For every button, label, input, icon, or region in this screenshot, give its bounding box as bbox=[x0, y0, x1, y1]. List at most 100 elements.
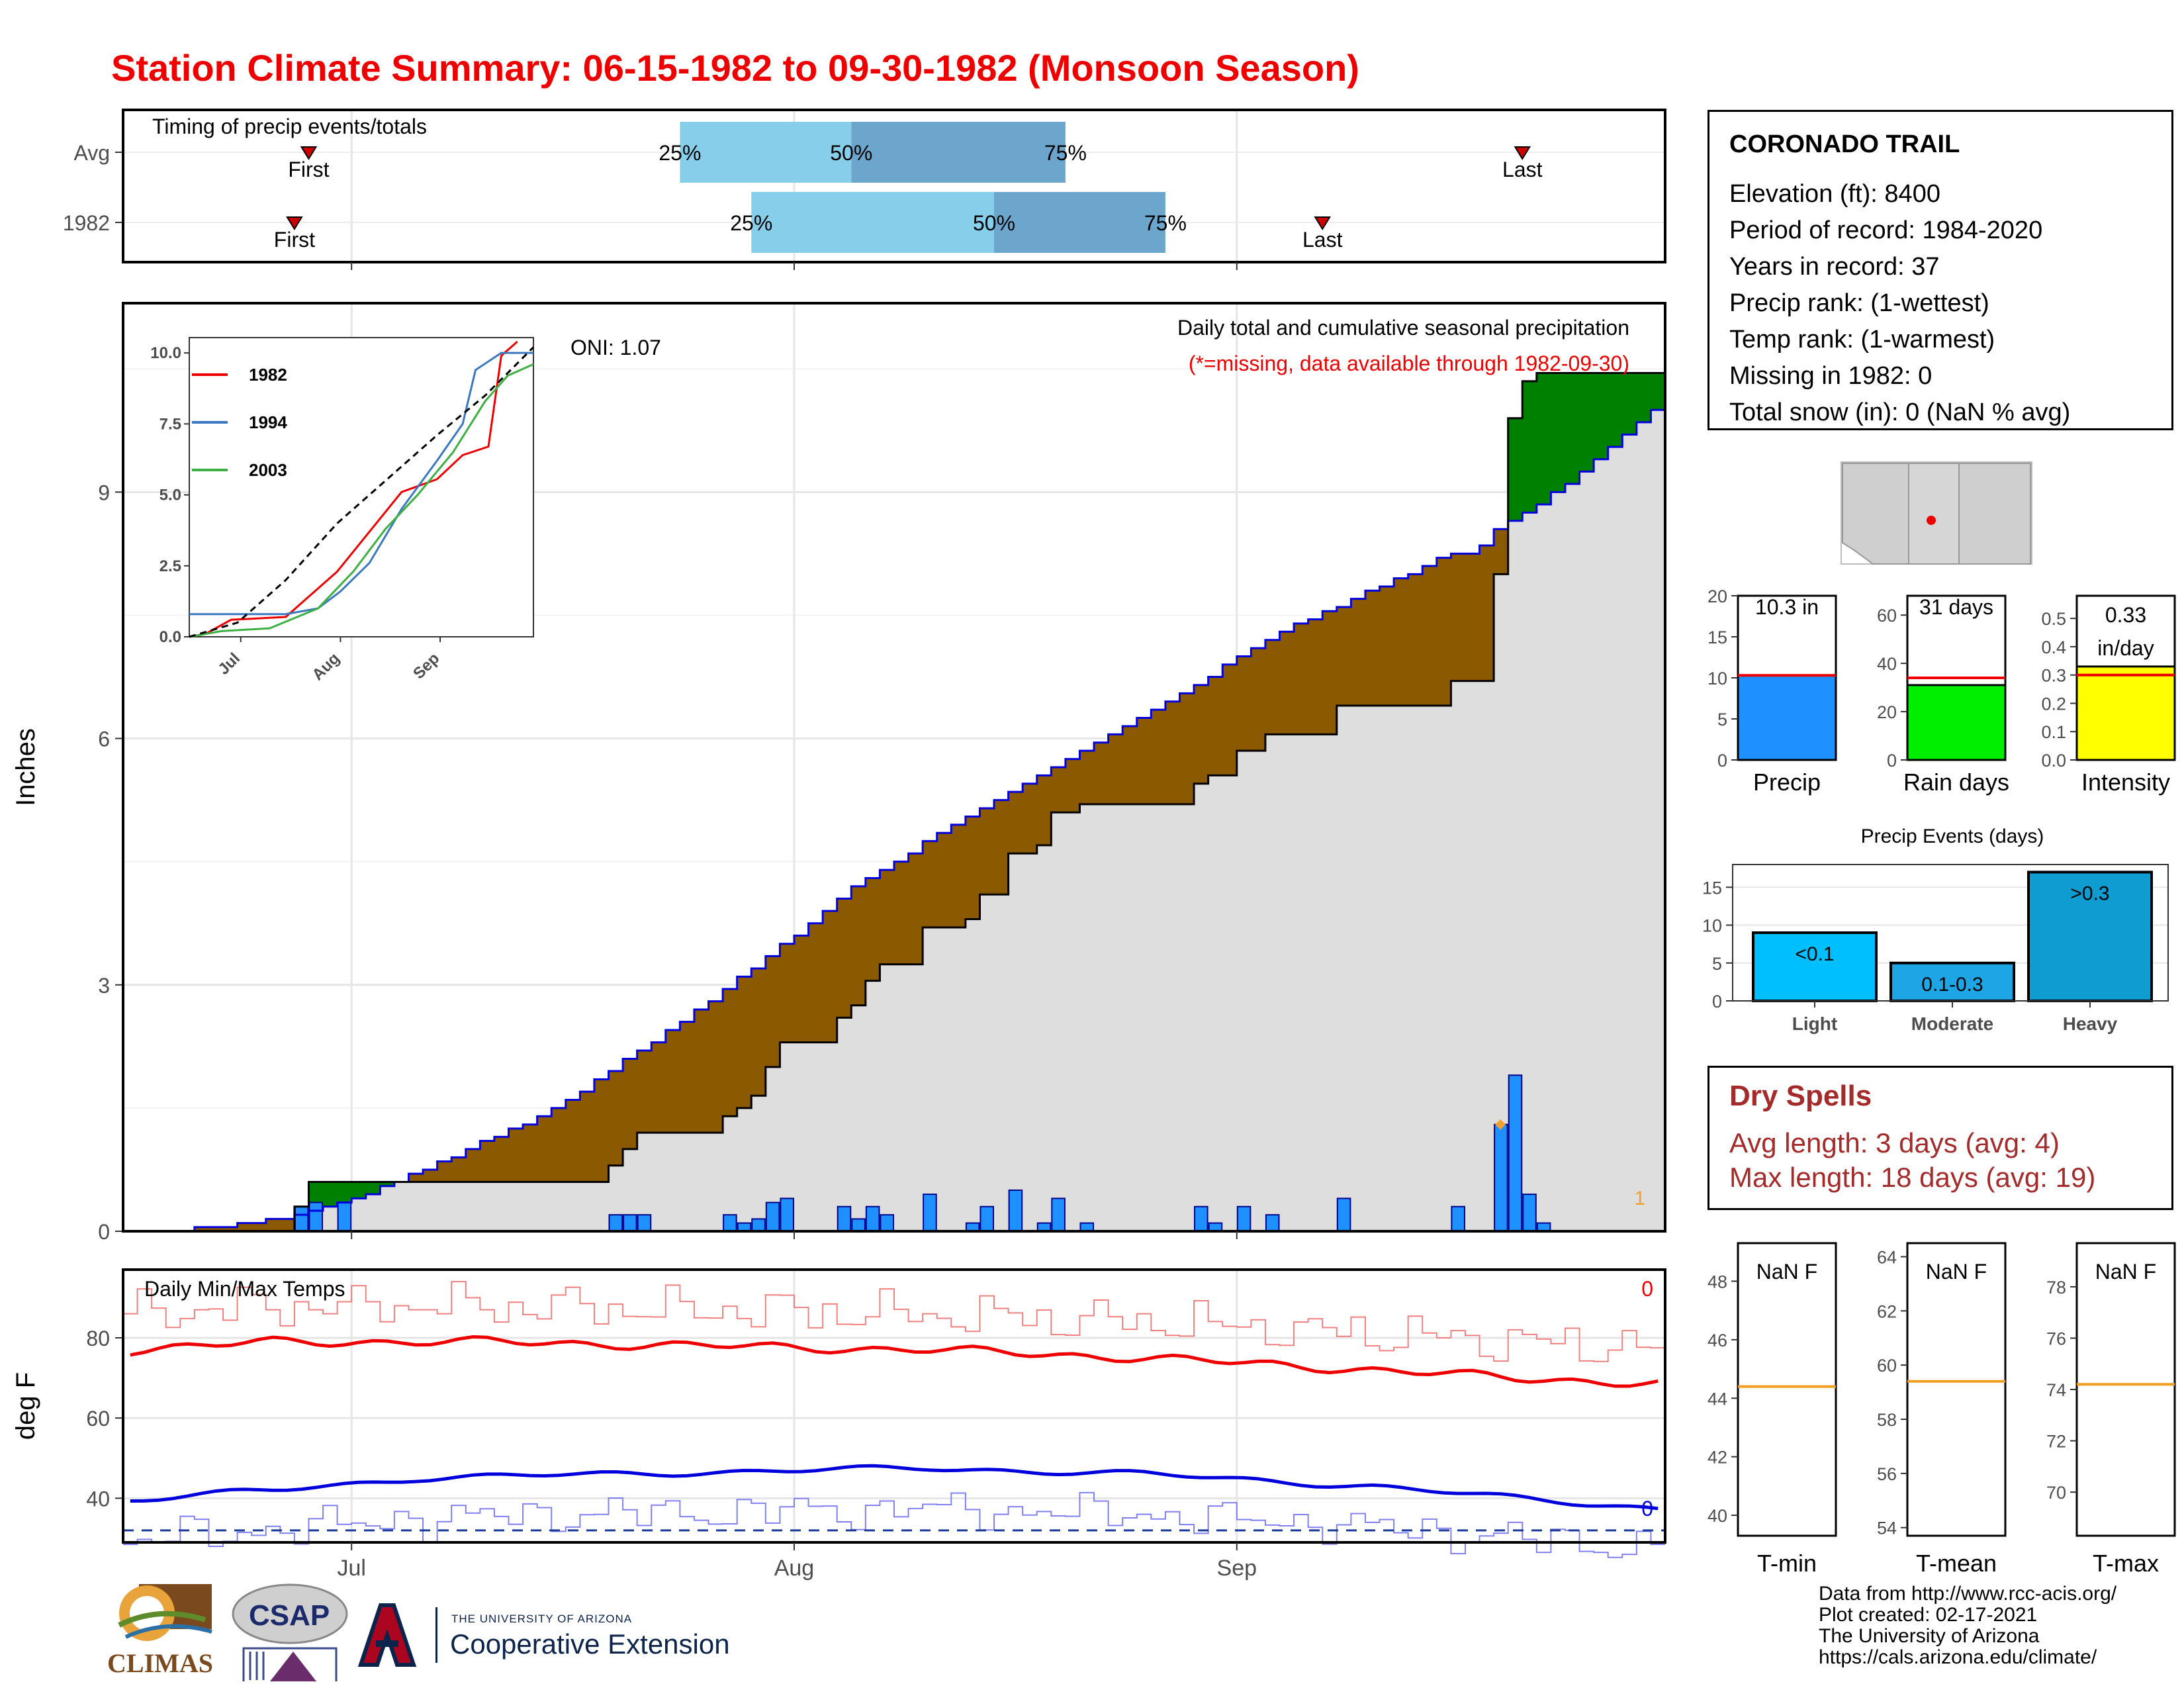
temp-box-value: NaN F bbox=[1756, 1260, 1817, 1284]
inset-series-avg bbox=[189, 346, 535, 638]
events-bar-light bbox=[1752, 931, 1878, 1002]
drier-than-avg-fill bbox=[1294, 623, 1309, 735]
daily-precip-bar bbox=[1194, 1205, 1208, 1233]
cumulative-base-area bbox=[123, 410, 1665, 1232]
credit-source: Data from http://www.rcc-acis.org/ bbox=[1819, 1583, 2117, 1605]
summary-value-text: 10.3 in bbox=[1755, 595, 1819, 619]
precip-ylabel: Inches bbox=[11, 728, 40, 806]
wetter-than-avg-fill bbox=[380, 1182, 395, 1186]
month-label: Jul bbox=[337, 1556, 365, 1581]
daily-tmin-line bbox=[123, 1491, 1665, 1558]
timing-first-marker bbox=[300, 146, 318, 160]
precip-ytick-label: 3 bbox=[98, 974, 110, 998]
wetter-than-avg-fill bbox=[1594, 373, 1609, 459]
inset-series-2003 bbox=[189, 363, 534, 638]
events-ytick-label: 10 bbox=[1702, 916, 1722, 936]
temp-panel-title: Daily Min/Max Temps bbox=[144, 1277, 345, 1301]
map-state-east bbox=[1958, 463, 2031, 565]
events-ytick-label: 0 bbox=[1712, 992, 1722, 1011]
drier-than-avg-fill bbox=[1094, 742, 1109, 804]
drier-than-avg-fill bbox=[508, 1128, 523, 1182]
daily-precip-bar bbox=[1265, 1214, 1280, 1232]
daily-tmax-line bbox=[123, 1281, 1665, 1362]
drier-than-avg-fill bbox=[1479, 545, 1494, 681]
summary-value-unit: in/day bbox=[2097, 636, 2154, 660]
temp-box-label: T-max bbox=[2093, 1550, 2159, 1577]
station-period: Period of record: 1984-2020 bbox=[1729, 216, 2043, 244]
temp-box-ytick-label: 64 bbox=[1877, 1247, 1897, 1267]
temp-box-t-min bbox=[1737, 1242, 1837, 1537]
drier-than-avg-fill bbox=[1208, 677, 1223, 776]
daily-precip-bar bbox=[865, 1205, 880, 1233]
temp-panel-border bbox=[122, 1268, 1666, 1544]
daily-precip-bar bbox=[751, 1218, 766, 1233]
drier-than-avg-fill bbox=[651, 1042, 666, 1133]
events-bar-moderate bbox=[1889, 961, 2015, 1003]
drier-than-avg-fill bbox=[1008, 792, 1023, 854]
map-state-arizona bbox=[1908, 463, 1960, 565]
wetter-than-avg-fill bbox=[323, 1182, 338, 1207]
timing-last-marker bbox=[1314, 216, 1332, 230]
events-ytick-label: 5 bbox=[1712, 954, 1722, 974]
drier-than-avg-fill bbox=[1422, 566, 1437, 706]
drier-than-avg-fill bbox=[1365, 590, 1381, 706]
summary-ytick-label: 0.5 bbox=[2041, 609, 2066, 629]
drier-than-avg-fill bbox=[1179, 693, 1195, 804]
wetter-than-avg-fill bbox=[1651, 373, 1666, 410]
temp-box-t-mean bbox=[1906, 1242, 2007, 1537]
drier-than-avg-fill bbox=[251, 1223, 267, 1231]
drier-than-avg-fill bbox=[623, 1058, 638, 1149]
drier-than-avg-fill bbox=[708, 1001, 723, 1133]
wetter-than-avg-fill bbox=[1608, 373, 1623, 447]
drier-than-avg-fill bbox=[280, 1219, 295, 1231]
drier-than-avg-fill bbox=[1322, 611, 1338, 735]
daily-precip-bar bbox=[1008, 1189, 1023, 1232]
station-info-box: CORONADO TRAIL Elevation (ft): 8400 Peri… bbox=[1707, 110, 2173, 430]
drier-than-avg-fill bbox=[608, 1071, 623, 1166]
daily-precip-bar bbox=[923, 1194, 937, 1232]
timing-first-label: First bbox=[288, 158, 329, 181]
inset-ytick-label: 2.5 bbox=[159, 557, 181, 575]
wetter-than-avg-fill bbox=[365, 1182, 381, 1195]
wetter-than-avg-fill bbox=[1536, 373, 1552, 504]
temp-box-t-max bbox=[2075, 1242, 2176, 1537]
drier-than-avg-fill bbox=[637, 1051, 652, 1133]
temp-box-ytick-label: 46 bbox=[1707, 1331, 1727, 1350]
summary-value-text: 0.33 bbox=[2105, 603, 2146, 627]
data-credits: Data from http://www.rcc-acis.org/ Plot … bbox=[1819, 1583, 2116, 1668]
temp-box-value: NaN F bbox=[2095, 1260, 2156, 1284]
inset-legend-label: 2003 bbox=[249, 460, 287, 480]
drier-than-avg-fill bbox=[494, 1137, 510, 1182]
timing-label-50: 50% bbox=[973, 211, 1015, 235]
timing-last-label: Last bbox=[1502, 158, 1543, 181]
drier-than-avg-fill bbox=[1108, 734, 1123, 804]
wetter-than-avg-fill bbox=[1551, 373, 1566, 492]
drier-than-avg-fill bbox=[908, 853, 923, 964]
daily-precip-bar bbox=[979, 1205, 995, 1233]
station-precip-rank: Precip rank: (1-wettest) bbox=[1729, 289, 1989, 317]
temp-box-ytick-label: 76 bbox=[2046, 1329, 2066, 1348]
record-day-marker bbox=[1495, 1119, 1506, 1130]
events-category-label: Heavy bbox=[2063, 1013, 2118, 1034]
inset-ytick-label: 7.5 bbox=[159, 415, 181, 433]
events-bar-label: <0.1 bbox=[1795, 943, 1834, 965]
drier-than-avg-fill bbox=[565, 1100, 580, 1182]
credit-university: The University of Arizona bbox=[1819, 1625, 2040, 1647]
timing-first-marker bbox=[286, 216, 303, 230]
drier-than-avg-fill bbox=[665, 1030, 680, 1133]
precip-ytick-label: 6 bbox=[98, 727, 110, 751]
ua-divider bbox=[435, 1607, 437, 1663]
drier-than-avg-fill bbox=[1265, 639, 1281, 735]
precip-panel-subtitle: (*=missing, data available through 1982-… bbox=[1189, 352, 1629, 375]
station-missing: Missing in 1982: 0 bbox=[1729, 362, 1933, 390]
drier-than-avg-fill bbox=[1065, 759, 1081, 813]
summary-ytick-label: 60 bbox=[1877, 606, 1897, 626]
daily-precip-bar bbox=[1051, 1197, 1066, 1233]
station-elevation: Elevation (ft): 8400 bbox=[1729, 180, 1940, 208]
summary-ytick-label: 20 bbox=[1707, 586, 1727, 606]
timing-box-50-75 bbox=[851, 122, 1066, 183]
wetter-than-avg-fill bbox=[1522, 381, 1537, 513]
drier-than-avg-fill bbox=[851, 886, 866, 1006]
drier-than-avg-fill bbox=[794, 935, 809, 1043]
drier-than-avg-fill bbox=[1436, 557, 1451, 706]
